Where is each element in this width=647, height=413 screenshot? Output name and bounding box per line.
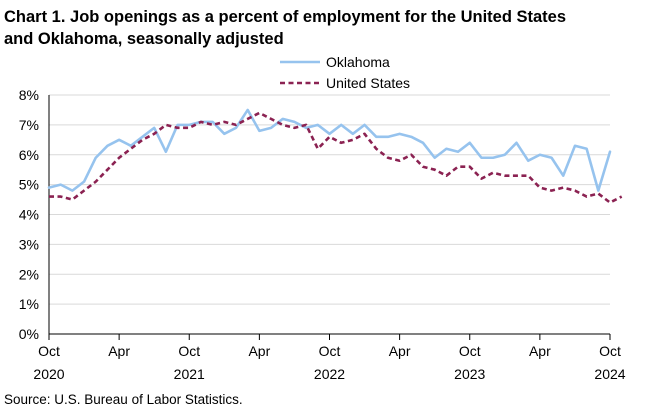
y-tick-label: 6% [19, 147, 39, 163]
chart-title: Chart 1. Job openings as a percent of em… [4, 6, 634, 50]
y-tick-label: 2% [19, 266, 39, 282]
y-tick-label: 5% [19, 177, 39, 193]
x-tick-label-year: 2021 [174, 366, 205, 382]
x-tick-label-month: Oct [599, 343, 621, 359]
gridlines [49, 94, 610, 305]
y-tick-label: 1% [19, 296, 39, 312]
x-tick-label-month: Oct [178, 343, 200, 359]
series-line-oklahoma [47, 108, 612, 192]
x-tick-label-year: 2023 [454, 366, 485, 382]
legend: Oklahoma United States [280, 54, 410, 91]
x-tick-label-month: Oct [459, 343, 481, 359]
series-lines [47, 108, 623, 204]
x-tick-label-month: Apr [108, 343, 130, 359]
y-tick-label: 8% [19, 87, 39, 103]
x-tick-label-month: Apr [248, 343, 270, 359]
x-tick-label-year: 2022 [314, 366, 345, 382]
legend-entry: Oklahoma [326, 54, 390, 70]
x-axis-tick-labels: Oct 2020 Apr Oct 2021 Apr Oct 2022 Apr Oct 2023 Apr… [33, 343, 625, 382]
x-tick-label-month: Apr [529, 343, 551, 359]
x-tick-label-month: Apr [389, 343, 411, 359]
source-note: Source: U.S. Bureau of Labor Statistics. [4, 392, 243, 407]
y-tick-label: 4% [19, 207, 39, 223]
y-tick-label: 7% [19, 117, 39, 133]
y-tick-label: 0% [19, 326, 39, 342]
chart-title-line2: and Oklahoma, seasonally adjusted [4, 30, 284, 48]
x-tick-label-year: 2020 [33, 366, 64, 382]
series-line-united-states [49, 111, 623, 204]
chart-title-line1: Chart 1. Job openings as a percent of em… [4, 8, 567, 26]
y-tick-label: 3% [19, 236, 39, 252]
y-axis-tick-labels: 0% 1% 2% 3% 4% 5% 6% 7% 8% [19, 87, 39, 342]
legend-entry: United States [326, 75, 410, 91]
x-tick-label-year: 2024 [594, 366, 625, 382]
x-tick-label-month: Oct [38, 343, 60, 359]
axes [48, 95, 611, 340]
x-tick-label-month: Oct [319, 343, 341, 359]
